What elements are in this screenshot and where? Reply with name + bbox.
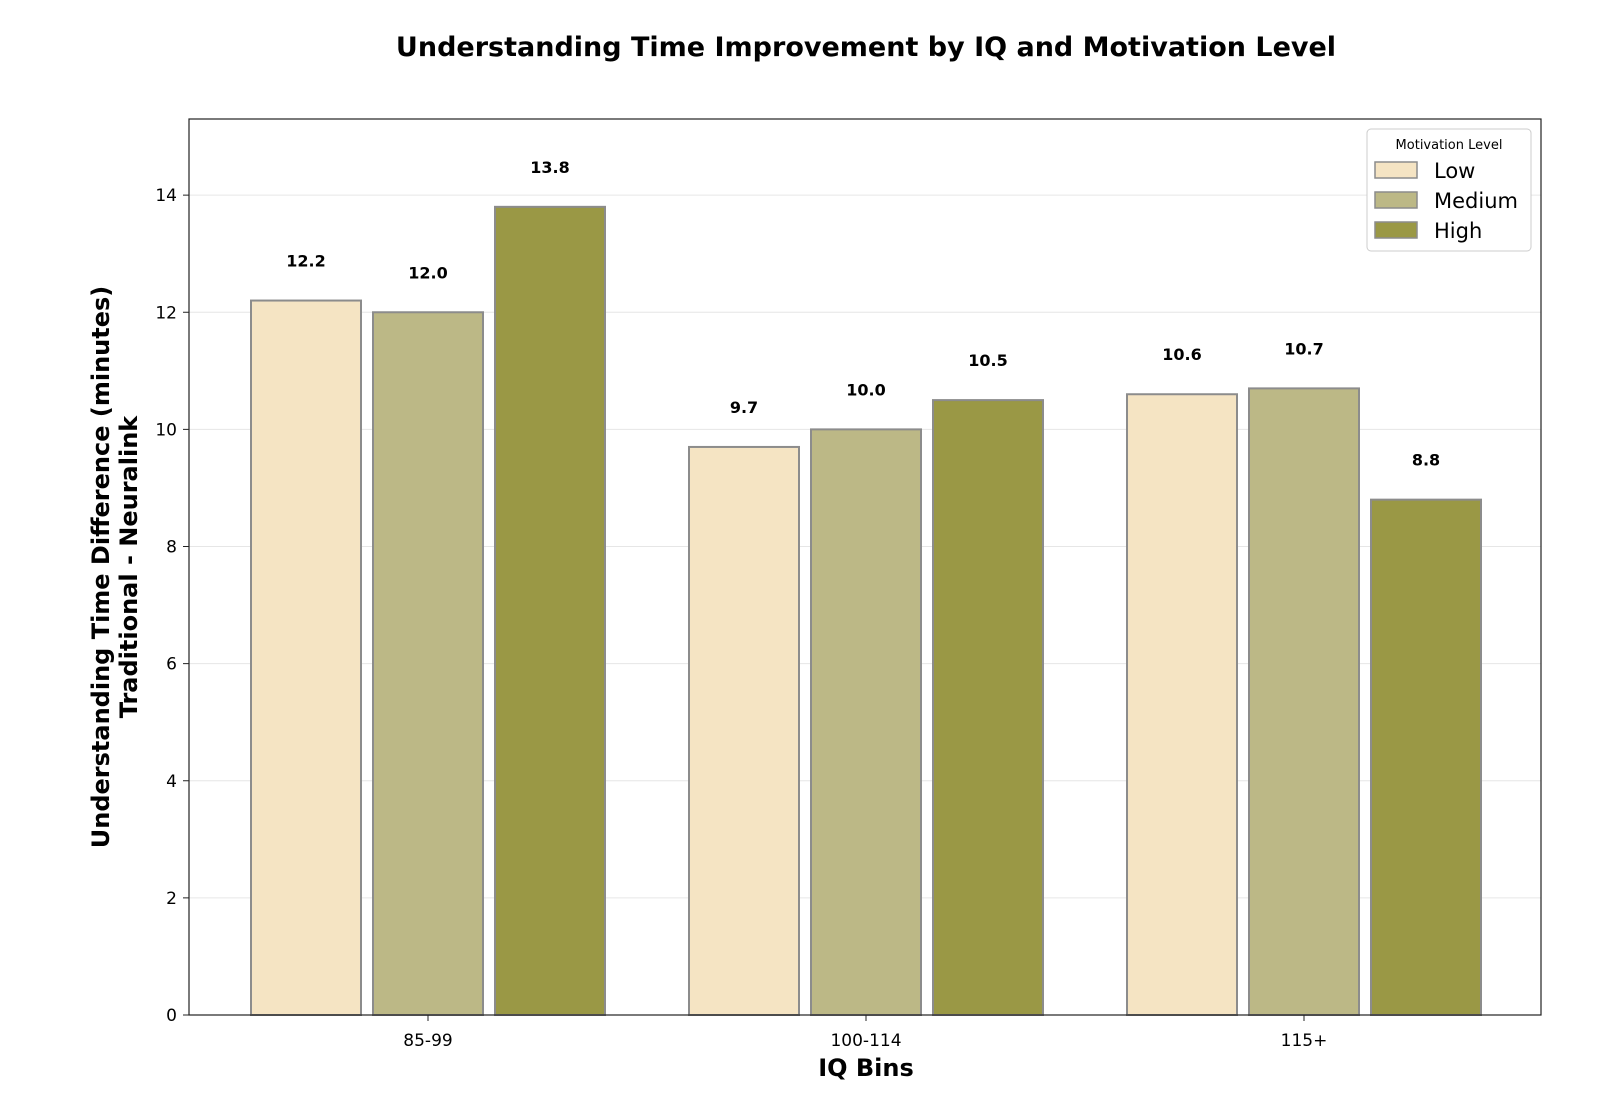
chart-title: Understanding Time Improvement by IQ and… (396, 32, 1336, 63)
legend-swatch-medium (1374, 191, 1418, 209)
x-tick-label: 115+ (1281, 1031, 1328, 1051)
data-label: 13.8 (530, 158, 569, 177)
data-label: 8.8 (1412, 451, 1440, 470)
legend-swatch-low (1374, 161, 1418, 179)
data-label: 10.6 (1162, 345, 1201, 364)
bars (250, 205, 1482, 1017)
y-tick-label: 4 (166, 772, 177, 792)
y-tick-label: 8 (166, 538, 177, 558)
x-tick-label: 85-99 (403, 1031, 452, 1051)
data-label: 10.7 (1284, 339, 1323, 358)
bar-low-115+ (1126, 393, 1238, 1016)
y-tick-label: 6 (166, 655, 177, 675)
data-label: 10.5 (968, 351, 1007, 370)
y-tick-label: 14 (155, 186, 177, 206)
bar-medium-100-114 (810, 428, 922, 1016)
y-axis-ticks: 0 2 4 6 8 10 12 14 (155, 186, 189, 1026)
y-tick-label: 0 (166, 1006, 177, 1026)
bar-low-100-114 (688, 445, 800, 1017)
legend-label-medium: Medium (1434, 189, 1518, 213)
legend-box (1366, 128, 1532, 252)
y-tick-label: 2 (166, 889, 177, 909)
x-axis-ticks: 85-99 100-114 115+ (403, 1015, 1327, 1051)
legend: Motivation Level Low Medium High (1366, 128, 1532, 252)
y-tick-label: 12 (155, 303, 177, 323)
data-label: 10.0 (846, 380, 885, 399)
bar-high-100-114 (932, 399, 1044, 1017)
x-tick-label: 100-114 (830, 1031, 901, 1051)
bar-high-115+ (1370, 498, 1482, 1017)
bar-high-85-99 (494, 205, 606, 1016)
y-axis-title-line1: Understanding Time Difference (minutes) (87, 286, 115, 848)
data-label: 9.7 (730, 398, 758, 417)
data-label: 12.2 (286, 252, 325, 271)
bar-medium-85-99 (372, 311, 484, 1017)
data-labels: 12.2 12.0 13.8 9.7 10.0 10.5 10.6 10.7 8.8 (286, 158, 1440, 470)
y-tick-label: 10 (155, 420, 177, 440)
legend-swatch-high (1374, 221, 1418, 239)
y-axis-title: Understanding Time Difference (minutes) … (87, 286, 143, 848)
legend-label-high: High (1434, 219, 1482, 243)
legend-label-low: Low (1434, 159, 1475, 183)
plot-area-frame (188, 118, 1542, 1016)
y-axis-title-line2: Traditional - Neuralink (115, 415, 143, 719)
legend-title: Motivation Level (1396, 138, 1503, 153)
data-label: 12.0 (408, 263, 447, 282)
x-axis-title: IQ Bins (818, 1054, 914, 1082)
bar-medium-115+ (1248, 387, 1360, 1016)
bar-low-85-99 (250, 299, 362, 1016)
